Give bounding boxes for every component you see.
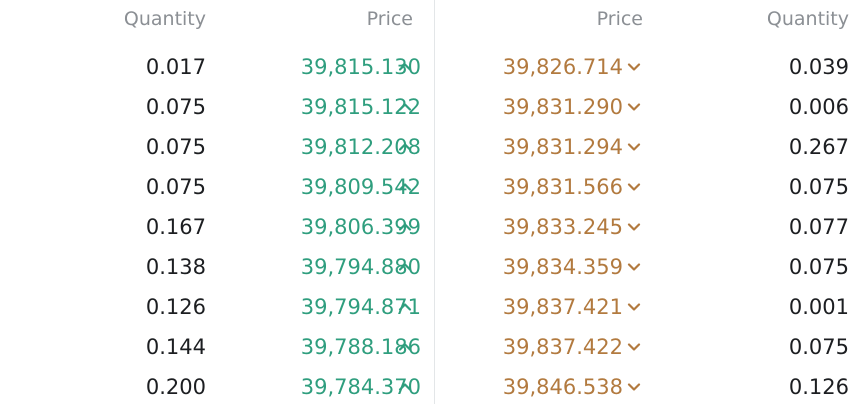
bid-quantity: 0.138: [145, 255, 206, 279]
ask-price[interactable]: 39,846.538: [502, 375, 623, 399]
bid-quantity: 0.126: [145, 295, 206, 319]
chevron-down-icon: [626, 219, 642, 235]
chevron-down-icon: [626, 59, 642, 75]
ask-price[interactable]: 39,837.421: [502, 295, 623, 319]
chevron-up-icon: [397, 379, 413, 395]
ask-price[interactable]: 39,831.294: [502, 135, 623, 159]
order-book-row[interactable]: 0.126 39,794.871 39,837.421 0.001: [0, 287, 862, 327]
order-book-row[interactable]: 0.138 39,794.880 39,834.359 0.075: [0, 247, 862, 287]
bid-quantity: 0.017: [145, 55, 206, 79]
bid-quantity: 0.075: [145, 135, 206, 159]
chevron-down-icon: [626, 339, 642, 355]
bid-quantity: 0.075: [145, 95, 206, 119]
column-divider: [434, 0, 435, 404]
order-book-row[interactable]: 0.144 39,788.186 39,837.422 0.075: [0, 327, 862, 367]
bid-quantity: 0.167: [145, 215, 206, 239]
ask-quantity: 0.267: [788, 135, 849, 159]
chevron-down-icon: [626, 299, 642, 315]
order-book-row[interactable]: 0.200 39,784.370 39,846.538 0.126: [0, 367, 862, 407]
order-book-row[interactable]: 0.075 39,809.542 39,831.566 0.075: [0, 167, 862, 207]
order-book-row[interactable]: 0.075 39,812.208 39,831.294 0.267: [0, 127, 862, 167]
bid-quantity-header: Quantity: [123, 8, 206, 30]
ask-price[interactable]: 39,831.290: [502, 95, 623, 119]
order-book-row[interactable]: 0.017 39,815.130 39,826.714 0.039: [0, 47, 862, 87]
chevron-up-icon: [397, 339, 413, 355]
ask-price[interactable]: 39,837.422: [502, 335, 623, 359]
chevron-up-icon: [397, 139, 413, 155]
ask-quantity: 0.075: [788, 175, 849, 199]
ask-quantity: 0.075: [788, 255, 849, 279]
bid-quantity: 0.075: [145, 175, 206, 199]
chevron-up-icon: [397, 259, 413, 275]
order-book-row[interactable]: 0.167 39,806.399 39,833.245 0.077: [0, 207, 862, 247]
chevron-up-icon: [397, 219, 413, 235]
ask-quantity: 0.006: [788, 95, 849, 119]
chevron-down-icon: [626, 139, 642, 155]
chevron-down-icon: [626, 379, 642, 395]
bid-quantity: 0.200: [145, 375, 206, 399]
ask-quantity-header: Quantity: [766, 8, 849, 30]
ask-price[interactable]: 39,826.714: [502, 55, 623, 79]
ask-quantity: 0.001: [788, 295, 849, 319]
chevron-down-icon: [626, 99, 642, 115]
ask-price-header: Price: [596, 8, 643, 30]
ask-quantity: 0.126: [788, 375, 849, 399]
bid-quantity: 0.144: [145, 335, 206, 359]
chevron-up-icon: [397, 99, 413, 115]
chevron-down-icon: [626, 259, 642, 275]
ask-price[interactable]: 39,831.566: [502, 175, 623, 199]
chevron-up-icon: [397, 179, 413, 195]
order-book-row[interactable]: 0.075 39,815.122 39,831.290 0.006: [0, 87, 862, 127]
ask-price[interactable]: 39,834.359: [502, 255, 623, 279]
ask-price[interactable]: 39,833.245: [502, 215, 623, 239]
chevron-up-icon: [397, 59, 413, 75]
chevron-up-icon: [397, 299, 413, 315]
bid-price-header: Price: [366, 8, 413, 30]
ask-quantity: 0.075: [788, 335, 849, 359]
ask-quantity: 0.039: [788, 55, 849, 79]
chevron-down-icon: [626, 179, 642, 195]
ask-quantity: 0.077: [788, 215, 849, 239]
